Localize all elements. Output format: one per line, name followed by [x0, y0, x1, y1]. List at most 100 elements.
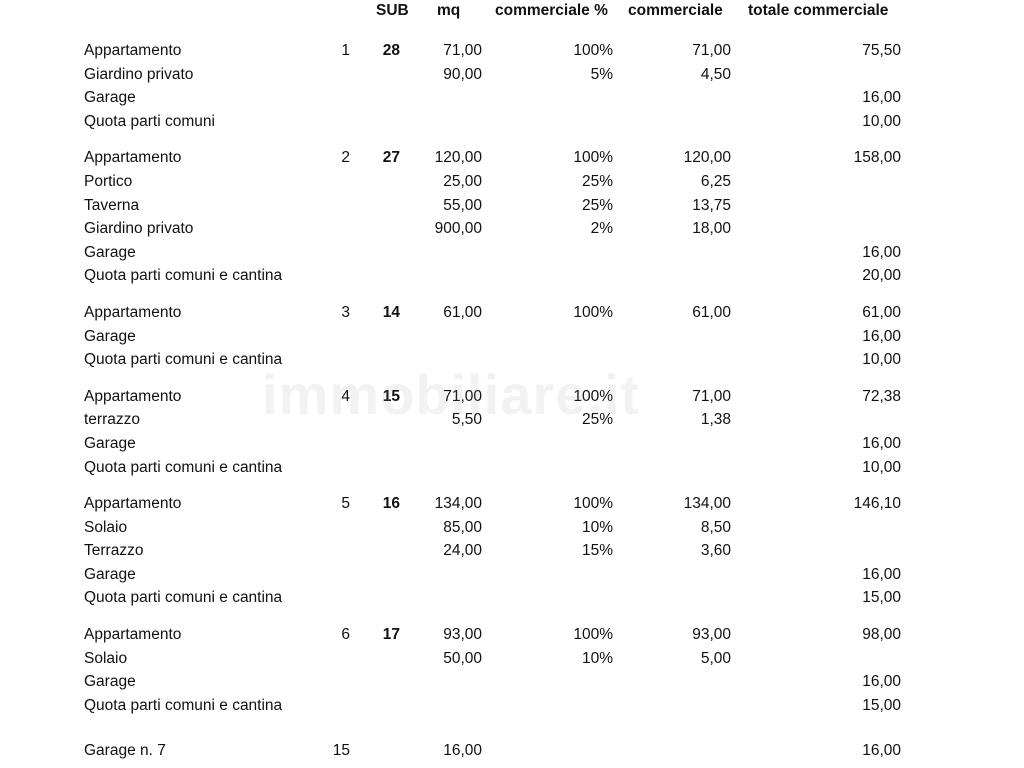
cell-num: 3	[341, 303, 350, 321]
header-totale-commerciale: totale commerciale	[748, 2, 889, 19]
cell-tot: 15,00	[862, 696, 901, 714]
cell-tot: 16,00	[862, 243, 901, 261]
cell-mq: 71,00	[443, 387, 482, 405]
cell-tot: 146,10	[853, 495, 901, 513]
cell-label: Garage	[84, 434, 136, 452]
cell-tot: 16,00	[862, 742, 901, 760]
cell-label: Garage n. 7	[84, 742, 166, 760]
table-row: Quota parti comuni e cantina 10,00	[0, 349, 1024, 373]
cell-num: 4	[341, 387, 350, 405]
table-row: Portico 25,00 25% 6,25	[0, 171, 1024, 195]
table-group: Appartamento 6 17 93,00 100% 93,00 98,00 Solaio…	[0, 624, 1024, 718]
cell-label: Appartamento	[84, 626, 182, 644]
cell-mq: 5,50	[451, 411, 482, 429]
cell-num: 15	[332, 742, 350, 760]
cell-pct: 100%	[573, 303, 613, 321]
cell-tot: 72,38	[862, 387, 901, 405]
cell-comm: 6,25	[700, 172, 731, 190]
cell-tot: 16,00	[862, 89, 901, 107]
cell-mq: 55,00	[443, 196, 482, 214]
cell-comm: 71,00	[692, 387, 731, 405]
cell-pct: 10%	[581, 518, 613, 536]
cell-label: Quota parti comuni e cantina	[84, 267, 283, 285]
cell-label: Giardino privato	[84, 65, 194, 83]
table-row: Garage 16,00	[0, 671, 1024, 695]
cell-label: Appartamento	[84, 42, 182, 59]
table-row: Garage 16,00	[0, 433, 1024, 457]
table-row: Taverna 55,00 25% 13,75	[0, 195, 1024, 219]
cell-tot: 16,00	[862, 673, 901, 691]
cell-pct: 15%	[581, 542, 613, 560]
cell-comm: 8,50	[700, 518, 731, 536]
cell-label: Taverna	[84, 196, 140, 214]
cell-pct: 100%	[573, 387, 613, 405]
cell-pct: 25%	[581, 196, 613, 214]
cell-comm: 4,50	[700, 65, 731, 83]
cell-label: Solaio	[84, 649, 128, 667]
cell-label: Quota parti comuni e cantina	[84, 589, 283, 607]
cell-label: Quota parti comuni e cantina	[84, 696, 283, 714]
cell-mq: 24,00	[443, 542, 482, 560]
cell-tot: 75,50	[862, 42, 901, 59]
cell-label: Garage	[84, 327, 136, 345]
table-group: Appartamento 5 16 134,00 100% 134,00 146,10 Sol…	[0, 493, 1024, 611]
table-row: Garage 16,00	[0, 326, 1024, 350]
table-group: Appartamento 3 14 61,00 100% 61,00 61,00 Garage…	[0, 302, 1024, 373]
table-group: Appartamento 4 15 71,00 100% 71,00 72,38 terraz…	[0, 386, 1024, 480]
cell-label: Quota parti comuni e cantina	[84, 351, 283, 369]
cell-mq: 25,00	[443, 172, 482, 190]
cell-comm: 120,00	[683, 149, 731, 167]
cell-tot: 10,00	[862, 458, 901, 476]
cell-label: Garage	[84, 565, 136, 583]
table-row: Garage 16,00	[0, 564, 1024, 588]
cell-label: Garage	[84, 89, 136, 107]
cell-tot: 10,00	[862, 112, 901, 130]
cell-comm: 1,38	[700, 411, 731, 429]
cell-tot: 16,00	[862, 565, 901, 583]
cell-label: terrazzo	[84, 411, 140, 429]
header-commerciale-pct: commerciale %	[495, 2, 608, 19]
cell-comm: 71,00	[692, 42, 731, 59]
cell-tot: 61,00	[862, 303, 901, 321]
cell-mq: 85,00	[443, 518, 482, 536]
cell-label: Appartamento	[84, 387, 182, 405]
cell-comm: 93,00	[692, 626, 731, 644]
cell-mq: 16,00	[443, 742, 482, 760]
table-row: Giardino privato 90,00 5% 4,50	[0, 64, 1024, 88]
cell-pct: 2%	[590, 220, 613, 238]
cell-pct: 100%	[573, 495, 613, 513]
cell-sub: 28	[382, 42, 400, 59]
table-group: Garage n. 7 15 16,00 16,00	[0, 740, 1024, 764]
table-row: Garage n. 7 15 16,00 16,00	[0, 740, 1024, 764]
table-row: Quota parti comuni e cantina 20,00	[0, 265, 1024, 289]
table-row: Solaio 50,00 10% 5,00	[0, 648, 1024, 672]
cell-num: 5	[341, 495, 350, 513]
cell-tot: 98,00	[862, 626, 901, 644]
cell-label: Garage	[84, 673, 136, 691]
table-row: Quota parti comuni 10,00	[0, 111, 1024, 135]
cell-sub: 17	[382, 626, 400, 644]
property-table: Appartamento 1 28 71,00 100% 71,00 75,50 Giardi…	[0, 40, 1024, 764]
cell-comm: 13,75	[692, 196, 731, 214]
cell-pct: 5%	[590, 65, 613, 83]
table-row: Quota parti comuni e cantina 10,00	[0, 457, 1024, 481]
cell-sub: 27	[382, 149, 400, 167]
cell-pct: 10%	[581, 649, 613, 667]
table-row: Appartamento 6 17 93,00 100% 93,00 98,00	[0, 624, 1024, 648]
header-commerciale: commerciale	[628, 2, 723, 19]
cell-mq: 900,00	[434, 220, 482, 238]
cell-pct: 25%	[581, 411, 613, 429]
cell-tot: 15,00	[862, 589, 901, 607]
table-row: Quota parti comuni e cantina 15,00	[0, 587, 1024, 611]
table-row: Garage 16,00	[0, 242, 1024, 266]
cell-num: 2	[341, 149, 350, 167]
cell-label: Portico	[84, 172, 133, 190]
cell-tot: 10,00	[862, 351, 901, 369]
cell-sub: 15	[382, 387, 400, 405]
table-group: Appartamento 2 27 120,00 100% 120,00 158,00 Por…	[0, 147, 1024, 289]
cell-mq: 120,00	[434, 149, 482, 167]
cell-tot: 20,00	[862, 267, 901, 285]
cell-num: 6	[341, 626, 350, 644]
cell-tot: 16,00	[862, 434, 901, 452]
cell-mq: 134,00	[434, 495, 482, 513]
